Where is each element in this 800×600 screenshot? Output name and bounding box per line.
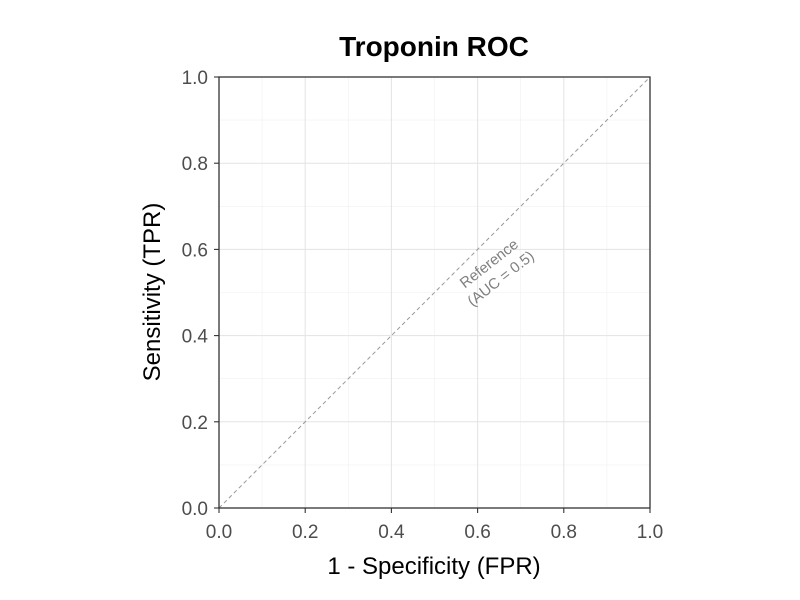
y-tick-label: 0.0: [182, 499, 208, 520]
x-tick-label: 1.0: [637, 522, 663, 543]
y-axis-ticks: 0.0 0.2 0.4 0.6 0.8 1.0: [182, 68, 219, 520]
x-tick-label: 0.6: [464, 522, 490, 543]
x-axis-ticks: 0.0 0.2 0.4 0.6 0.8 1.0: [206, 508, 663, 543]
x-tick-label: 0.0: [206, 522, 232, 543]
chart-title: Troponin ROC: [339, 31, 529, 62]
x-axis-title: 1 - Specificity (FPR): [327, 553, 540, 580]
y-axis-title: Sensitivity (TPR): [139, 203, 166, 382]
y-tick-label: 0.8: [182, 154, 208, 175]
x-tick-label: 0.4: [378, 522, 405, 543]
y-tick-label: 1.0: [182, 68, 208, 89]
minor-gridlines: [219, 77, 650, 508]
panel-border: [218, 76, 651, 509]
x-tick-label: 0.2: [292, 522, 318, 543]
y-tick-label: 0.6: [182, 240, 208, 261]
x-tick-label: 0.8: [551, 522, 577, 543]
reference-line: [218, 76, 651, 509]
y-tick-label: 0.2: [182, 413, 208, 434]
y-tick-label: 0.4: [182, 327, 209, 348]
series-layer: [218, 76, 651, 509]
